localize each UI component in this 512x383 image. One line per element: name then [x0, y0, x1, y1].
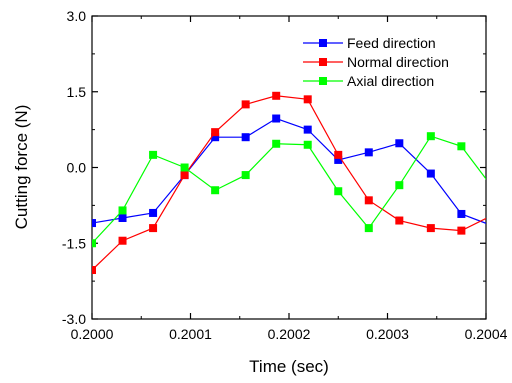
- data-point-marker: [149, 208, 158, 217]
- data-point-marker: [149, 224, 158, 233]
- data-point-marker: [92, 239, 96, 248]
- y-tick-label: -1.5: [62, 235, 86, 251]
- data-point-marker: [118, 206, 127, 215]
- data-point-marker: [180, 171, 189, 180]
- data-point-marker: [395, 139, 404, 148]
- data-point-marker: [457, 209, 466, 218]
- data-point-marker: [457, 142, 466, 151]
- data-point-marker: [488, 211, 496, 219]
- legend-item: Feed direction: [303, 35, 436, 51]
- data-point-marker: [395, 216, 404, 225]
- y-tick-label: 3.0: [67, 8, 87, 24]
- data-point-marker: [211, 133, 220, 142]
- data-point-marker: [211, 186, 220, 195]
- legend-item: Axial direction: [303, 73, 434, 89]
- data-point-marker: [364, 224, 373, 233]
- legend-label: Feed direction: [347, 35, 436, 51]
- data-point-marker: [92, 266, 96, 275]
- data-point-marker: [488, 183, 496, 191]
- data-point-marker: [426, 169, 435, 178]
- legend-marker: [319, 39, 327, 47]
- series-2: [92, 91, 496, 275]
- x-tick-label: 0.2001: [169, 326, 212, 342]
- legend-label: Normal direction: [347, 54, 449, 70]
- legend-item: Normal direction: [303, 54, 449, 70]
- tick-labels: 0.2000 0.2001 0.2002 0.2003 0.2004 -3.0 -1.5 0.…: [62, 8, 508, 342]
- data-point-marker: [272, 91, 281, 100]
- x-tick-label: 0.2004: [465, 326, 508, 342]
- data-point-marker: [334, 155, 343, 164]
- data-point-marker: [241, 133, 250, 142]
- legend-marker: [319, 77, 327, 85]
- data-point-marker: [118, 236, 127, 245]
- legend-marker: [319, 58, 327, 66]
- data-point-marker: [395, 181, 404, 190]
- series-layer: [92, 91, 496, 275]
- data-point-marker: [334, 187, 343, 196]
- data-point-marker: [426, 132, 435, 141]
- series-3: [92, 132, 496, 248]
- legend-label: Axial direction: [347, 73, 434, 89]
- legend: Feed direction Normal direction Axial dire…: [303, 35, 449, 89]
- data-point-marker: [457, 226, 466, 235]
- series-line: [92, 95, 486, 271]
- data-point-marker: [241, 100, 250, 109]
- series-line: [92, 135, 486, 244]
- data-point-marker: [426, 224, 435, 233]
- data-point-marker: [92, 219, 96, 228]
- x-axis-label: Time (sec): [249, 357, 329, 376]
- data-point-marker: [364, 148, 373, 157]
- y-axis-label: Cutting force (N): [12, 105, 31, 230]
- data-point-marker: [303, 140, 312, 149]
- data-point-marker: [488, 222, 496, 230]
- data-point-marker: [334, 150, 343, 159]
- series-line: [92, 117, 486, 224]
- data-point-marker: [211, 128, 220, 137]
- data-point-marker: [364, 196, 373, 205]
- data-point-marker: [272, 114, 281, 123]
- data-point-marker: [180, 163, 189, 172]
- x-tick-label: 0.2003: [366, 326, 409, 342]
- data-point-marker: [303, 95, 312, 104]
- x-tick-label: 0.2000: [71, 326, 114, 342]
- axis-ticks: [91, 15, 487, 320]
- y-tick-label: -3.0: [62, 311, 86, 327]
- series-1: [92, 114, 496, 230]
- x-tick-label: 0.2002: [268, 326, 311, 342]
- data-point-marker: [272, 139, 281, 148]
- y-tick-label: 0.0: [67, 160, 87, 176]
- y-tick-label: 1.5: [67, 84, 87, 100]
- data-point-marker: [241, 171, 250, 180]
- data-point-marker: [149, 150, 158, 159]
- data-point-marker: [118, 214, 127, 222]
- data-point-marker: [303, 125, 312, 134]
